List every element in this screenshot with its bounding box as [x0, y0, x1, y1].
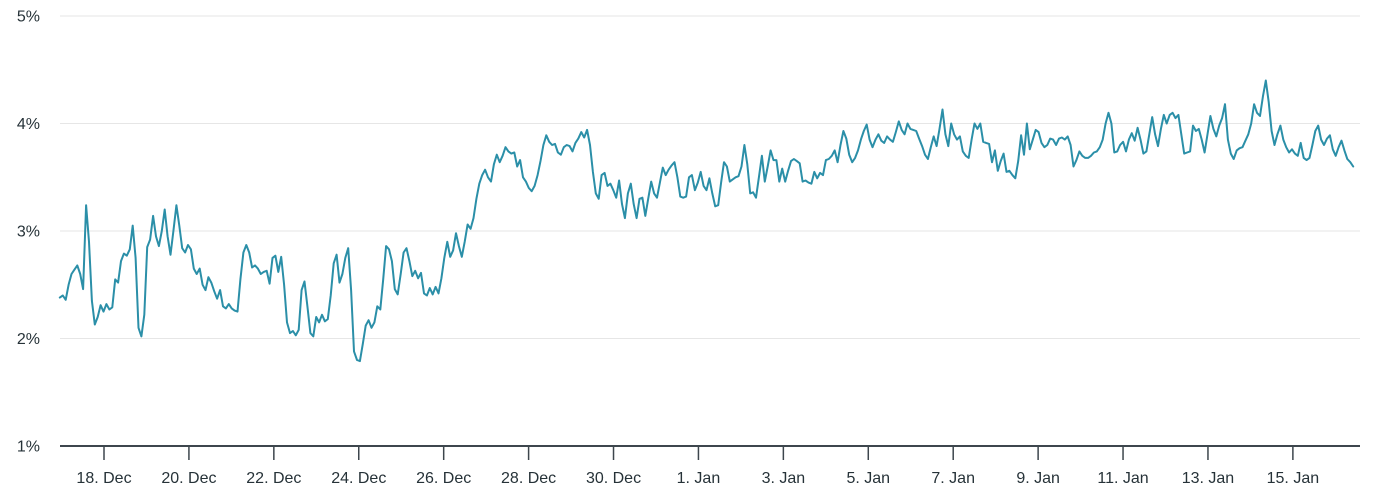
- series-line: [58, 79, 1355, 363]
- x-axis-tick-label: 30. Dec: [586, 470, 641, 487]
- x-axis-tick-label: 20. Dec: [161, 470, 216, 487]
- x-axis-tick-label: 26. Dec: [416, 470, 471, 487]
- x-axis-tick-label: 7. Jan: [931, 470, 975, 487]
- x-axis-tick-label: 3. Jan: [762, 470, 806, 487]
- y-axis-tick-label: 1%: [17, 439, 40, 456]
- x-axis-tick-label: 24. Dec: [331, 470, 386, 487]
- x-axis-tick-label: 28. Dec: [501, 470, 556, 487]
- y-axis-tick-label: 4%: [17, 116, 40, 133]
- x-axis-tick-label: 15. Jan: [1267, 470, 1319, 487]
- x-axis-tick-label: 13. Jan: [1182, 470, 1234, 487]
- x-axis-tick-label: 1. Jan: [677, 470, 721, 487]
- x-axis-tick-label: 22. Dec: [246, 470, 301, 487]
- y-axis-tick-label: 2%: [17, 331, 40, 348]
- x-axis-tick-label: 9. Jan: [1016, 470, 1060, 487]
- x-axis-tick-label: 5. Jan: [846, 470, 890, 487]
- y-axis-tick-label: 3%: [17, 224, 40, 241]
- x-axis-tick-label: 11. Jan: [1097, 470, 1148, 487]
- y-axis-tick-label: 5%: [17, 9, 40, 26]
- x-axis-tick-label: 18. Dec: [76, 470, 131, 487]
